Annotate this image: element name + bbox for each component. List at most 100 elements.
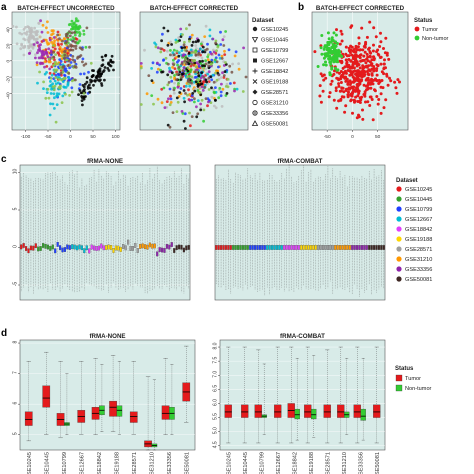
point-Tumor — [361, 117, 365, 121]
point-GSE31210 — [83, 88, 86, 91]
point-GSE50081 — [180, 62, 184, 65]
box — [341, 245, 344, 250]
box — [222, 245, 225, 250]
point-GSE31210 — [209, 75, 213, 79]
point-GSE10799 — [222, 35, 226, 38]
x-tick-label: SE10245 — [27, 452, 33, 474]
box — [380, 245, 383, 250]
point-GSE18842 — [61, 94, 65, 98]
point-GSE50081 — [159, 47, 163, 51]
point-GSE28571 — [188, 98, 192, 102]
point-Tumor — [347, 90, 350, 94]
point-GSE28571 — [37, 48, 40, 52]
point-GSE28571 — [39, 62, 42, 66]
box — [153, 243, 156, 249]
boxes — [20, 166, 190, 294]
point-GSE10799 — [194, 44, 198, 47]
point-Tumor — [355, 87, 359, 91]
box — [266, 245, 269, 250]
point-GSE33356 — [70, 90, 74, 94]
point-Tumor — [358, 56, 362, 60]
point-GSE10799 — [31, 46, 35, 50]
point-Tumor — [346, 80, 350, 84]
point-GSE12667 — [68, 66, 71, 70]
point-Tumor — [367, 68, 371, 72]
panel-title: fRMA-COMBAT — [278, 158, 323, 165]
box-Tumor — [24, 411, 33, 426]
point-GSE18842 — [55, 103, 59, 106]
point-GSE28571 — [36, 41, 39, 45]
point-GSE31210 — [100, 84, 104, 87]
point-Tumor — [398, 80, 401, 84]
legend-title: Dataset — [252, 18, 274, 24]
point-GSE19188 — [196, 89, 200, 92]
point-Tumor — [352, 80, 356, 84]
point-GSE28571 — [43, 65, 46, 69]
point-GSE10799 — [177, 36, 181, 39]
point-GSE19188 — [77, 27, 80, 31]
point-Tumor — [354, 46, 358, 50]
point-GSE50081 — [67, 72, 71, 75]
point-GSE10799 — [237, 62, 241, 65]
x-tick-label: 100 — [111, 134, 119, 140]
point-GSE18842 — [49, 80, 52, 83]
point-Tumor — [365, 57, 369, 61]
point-GSE31210 — [187, 62, 191, 66]
box — [261, 245, 264, 250]
point-GSE50081 — [186, 59, 190, 63]
point-Tumor — [379, 111, 383, 115]
point-Non-tumor — [330, 50, 334, 53]
point-Tumor — [384, 36, 388, 40]
point-GSE50081 — [167, 81, 171, 84]
point-Non-tumor — [326, 31, 330, 35]
point-GSE31210 — [170, 43, 174, 46]
point-GSE28571 — [48, 67, 52, 71]
point-Tumor — [344, 52, 348, 56]
point-GSE50081 — [190, 62, 194, 66]
box — [54, 248, 57, 254]
point-Tumor — [372, 69, 376, 73]
point-GSE12667 — [50, 53, 53, 56]
point-Tumor — [367, 79, 371, 82]
point-Non-tumor — [334, 33, 338, 37]
point-GSE28571 — [36, 51, 39, 55]
point-GSE28571 — [212, 50, 216, 54]
legend-swatch — [395, 374, 403, 382]
point-GSE10799 — [22, 27, 26, 31]
point-GSE31210 — [223, 70, 227, 73]
box — [114, 245, 118, 251]
legend-label: GSE31210 — [405, 257, 432, 263]
point-GSE31210 — [186, 69, 190, 73]
point-Tumor — [379, 31, 382, 35]
point-GSE10445 — [175, 55, 178, 59]
point-GSE31210 — [166, 29, 170, 33]
box — [295, 245, 298, 250]
x-tick-label: SE10445 — [44, 452, 50, 474]
point-GSE50081 — [69, 44, 73, 48]
box — [39, 246, 42, 251]
point-Tumor — [384, 98, 388, 102]
y-tick-label: 10 — [13, 169, 19, 175]
point-GSE19188 — [78, 39, 81, 43]
point-GSE33356 — [186, 93, 189, 97]
plot-area — [19, 164, 191, 301]
point-GSE31210 — [191, 92, 195, 95]
point-GSE33356 — [193, 59, 197, 62]
box — [29, 245, 32, 251]
point-GSE31210 — [81, 84, 85, 87]
point-GSE10799 — [11, 24, 15, 28]
point-GSE10799 — [33, 26, 36, 30]
point-GSE28571 — [139, 62, 143, 65]
point-GSE28571 — [200, 85, 204, 89]
point-Tumor — [344, 89, 348, 92]
point-GSE33356 — [215, 78, 219, 82]
point-Tumor — [354, 89, 358, 93]
box — [71, 244, 74, 250]
point-GSE31210 — [104, 54, 107, 58]
point-GSE31210 — [170, 71, 174, 75]
plot-area — [214, 164, 386, 301]
point-Tumor — [373, 88, 376, 92]
point-GSE50081 — [184, 92, 187, 95]
point-GSE28571 — [201, 89, 205, 92]
point-GSE28571 — [41, 56, 45, 60]
